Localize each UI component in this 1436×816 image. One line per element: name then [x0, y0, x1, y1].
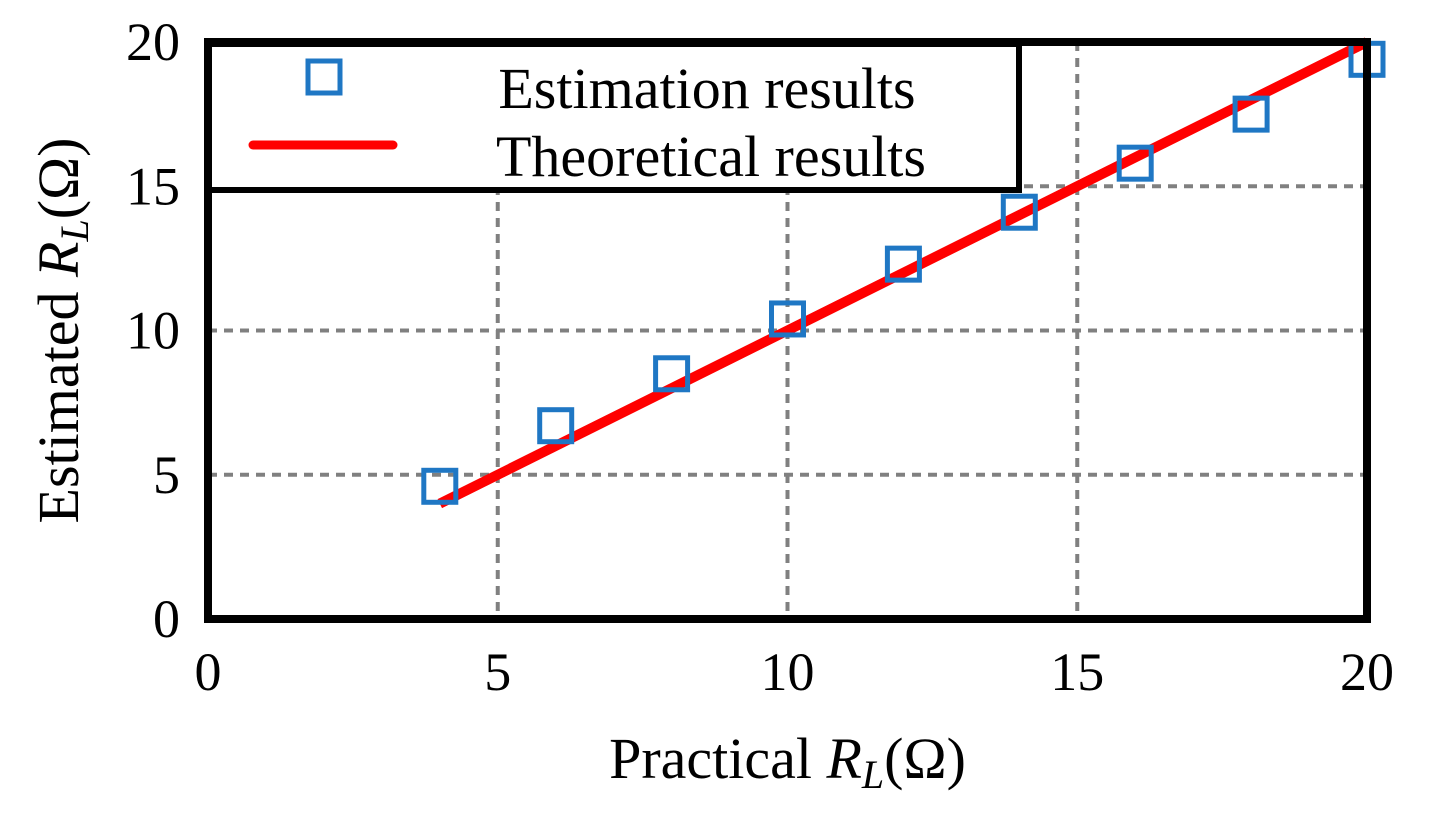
theoretical-series — [437, 37, 1370, 509]
estimation-point-10 — [769, 300, 806, 338]
y-tick-label-5: 5 — [153, 445, 180, 505]
y-axis-title-subscript: L — [52, 219, 97, 242]
y-axis-title-unit: (Ω) — [26, 138, 91, 220]
x-axis-title: Practical RL(Ω) — [609, 726, 966, 797]
y-tick-label-15: 15 — [126, 156, 180, 216]
x-tick-label-0: 0 — [195, 642, 222, 702]
legend-box — [206, 41, 1022, 193]
estimation-point-16 — [1116, 144, 1154, 182]
x-tick-label-10: 10 — [761, 642, 815, 702]
estimation-point-14 — [1000, 193, 1038, 231]
x-tick-labels: 0 5 10 15 20 — [195, 642, 1395, 702]
theoretical-line — [437, 37, 1370, 509]
y-axis-title: Estimated RL(Ω) — [26, 138, 97, 524]
estimation-point-18 — [1232, 95, 1270, 133]
legend-label-theoretical: Theoretical results — [496, 124, 926, 189]
x-tick-label-5: 5 — [484, 642, 511, 702]
x-axis-title-symbol: R — [825, 726, 861, 791]
x-axis-title-prefix: Practical — [609, 726, 826, 791]
y-axis-title-symbol: R — [26, 242, 91, 278]
legend-square-marker-icon — [305, 58, 343, 96]
y-tick-label-20: 20 — [126, 12, 180, 72]
legend-label-estimation: Estimation results — [498, 56, 915, 121]
x-tick-label-20: 20 — [1340, 642, 1394, 702]
estimation-point-6 — [537, 407, 575, 445]
y-tick-label-10: 10 — [126, 301, 180, 361]
legend: Estimation results Theoretical results — [206, 41, 1022, 193]
estimation-series — [421, 40, 1386, 505]
y-tick-label-0: 0 — [153, 589, 180, 649]
x-tick-label-15: 15 — [1050, 642, 1104, 702]
y-axis-title-prefix: Estimated — [26, 277, 91, 523]
estimation-point-8 — [653, 355, 691, 393]
estimation-point-12 — [884, 245, 922, 283]
x-axis-title-unit: (Ω) — [884, 726, 966, 791]
estimation-point-4 — [421, 467, 459, 505]
y-tick-labels: 0 5 10 15 20 — [126, 12, 180, 649]
x-axis-title-subscript: L — [861, 752, 884, 797]
